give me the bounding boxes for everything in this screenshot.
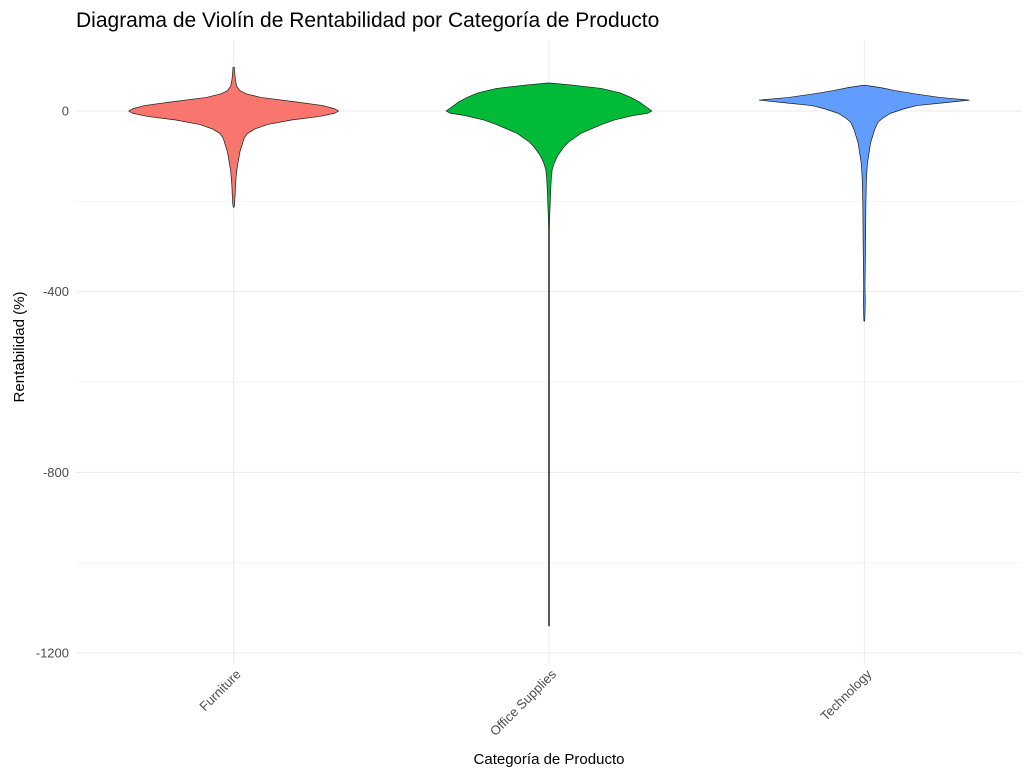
axes: 0 -400 -800 -1200 Furniture Office Supplies Te… [36,104,875,739]
x-tick-label: Office Supplies [487,666,560,739]
y-tick-label: -800 [43,465,69,480]
y-axis-title: Rentabilidad (%) [11,292,28,403]
chart-title: Diagrama de Violín de Rentabilidad por C… [76,9,659,32]
x-tick-label: Technology [817,666,874,723]
violin-technology [758,84,970,322]
y-tick-label: -400 [43,284,69,299]
violin-office-supplies [445,82,653,627]
violins [128,66,970,627]
violin-furniture [128,66,340,208]
y-tick-label: 0 [62,104,69,119]
x-axis-title: Categoría de Producto [474,751,625,768]
y-tick-label: -1200 [36,646,69,661]
x-tick-label: Furniture [196,667,243,714]
